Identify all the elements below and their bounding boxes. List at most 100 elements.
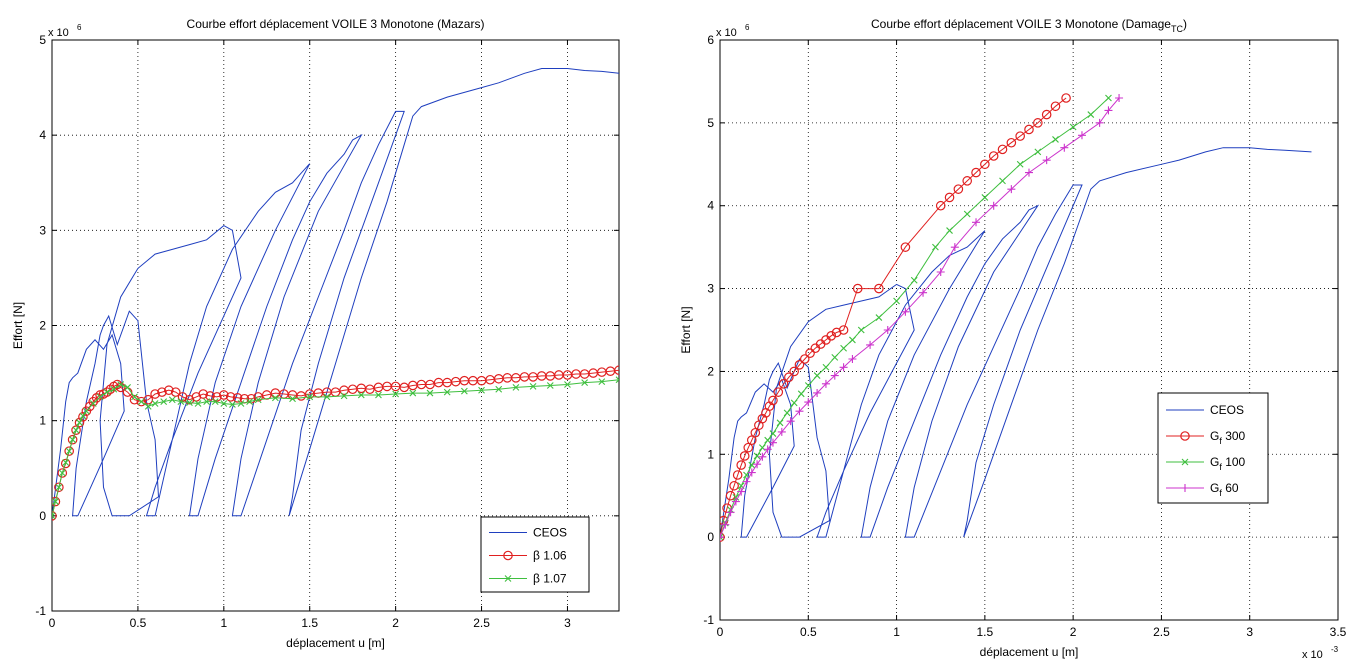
data-point <box>229 401 236 408</box>
data-point <box>150 389 160 399</box>
data-point <box>164 385 174 396</box>
legend-label-subscript: f <box>1219 462 1222 472</box>
data-point <box>237 400 245 407</box>
data-point <box>753 452 761 460</box>
legend-label-1: Gf 300 <box>1210 429 1246 446</box>
data-point <box>1042 156 1051 165</box>
data-point <box>748 461 756 469</box>
y-multiplier: x 10 <box>716 27 737 39</box>
x-tick-label: 2.5 <box>1153 625 1170 639</box>
data-point <box>946 227 953 234</box>
x-tick-label: 2 <box>1070 625 1077 639</box>
data-point <box>804 398 813 407</box>
data-point <box>838 325 849 335</box>
data-point <box>1052 136 1059 143</box>
data-point <box>615 376 619 384</box>
data-point <box>52 498 59 505</box>
data-point <box>194 400 202 407</box>
data-point <box>822 363 830 371</box>
data-point <box>944 192 955 203</box>
legend-label-2: β 1.07 <box>533 572 567 586</box>
data-point <box>849 336 856 344</box>
data-point <box>936 268 945 276</box>
data-point <box>160 398 168 406</box>
data-point <box>799 354 810 364</box>
legend-label-subscript: f <box>1219 436 1222 446</box>
data-point <box>157 387 167 397</box>
data-point <box>732 493 740 501</box>
data-point <box>813 372 821 379</box>
data-point <box>55 483 63 491</box>
data-point <box>988 151 999 161</box>
y-tick-label: 4 <box>707 199 714 213</box>
x-tick-label: 2 <box>392 616 399 630</box>
chart-title-main: Courbe effort déplacement VOILE 3 Monoto… <box>187 17 485 31</box>
data-point <box>857 326 865 334</box>
x-tick-label: 1.5 <box>977 625 994 639</box>
data-point <box>783 409 791 417</box>
data-point <box>89 400 97 407</box>
data-point <box>85 401 95 412</box>
series-line-0 <box>720 147 1312 538</box>
legend-label-0: CEOS <box>533 526 567 540</box>
data-point <box>737 487 746 496</box>
series-group <box>720 93 1312 542</box>
data-point <box>211 398 219 406</box>
y-tick-label: 6 <box>707 33 714 47</box>
data-point <box>375 391 382 399</box>
data-point <box>729 480 739 491</box>
series-line-0 <box>52 68 619 517</box>
legend-label-main: CEOS <box>533 526 567 540</box>
data-point <box>289 395 296 403</box>
data-point <box>790 399 798 407</box>
data-point <box>254 396 262 404</box>
data-point <box>1041 109 1052 120</box>
legend-marker-2 <box>1181 458 1189 466</box>
y-tick-label: -1 <box>703 613 714 627</box>
data-point <box>443 388 451 396</box>
data-point <box>495 385 503 393</box>
data-point <box>81 406 92 416</box>
data-point <box>110 385 118 393</box>
data-point <box>900 242 911 252</box>
x-tick-label: 2.5 <box>473 616 490 630</box>
data-point <box>131 393 138 401</box>
data-point <box>203 398 211 406</box>
data-point <box>794 359 805 370</box>
legend-marker-2 <box>504 575 512 582</box>
data-point <box>52 496 61 507</box>
legend-label-main: CEOS <box>1210 403 1244 417</box>
data-point <box>144 403 152 410</box>
data-point <box>306 393 314 401</box>
legend-label-main: β 1.07 <box>533 572 567 586</box>
data-point <box>246 398 253 406</box>
data-point <box>776 419 784 427</box>
data-point <box>79 412 87 420</box>
y-tick-label: 0 <box>39 509 46 523</box>
data-point <box>777 427 786 436</box>
data-point <box>989 201 998 210</box>
data-point <box>1087 111 1095 118</box>
data-point <box>932 243 939 251</box>
data-point <box>212 392 222 402</box>
data-point <box>972 218 981 227</box>
data-point <box>529 383 537 390</box>
legend-label-rest: 100 <box>1222 455 1246 469</box>
data-point <box>57 468 68 478</box>
data-point <box>963 210 971 218</box>
data-point <box>731 497 740 506</box>
legend-label-1: β 1.06 <box>533 549 567 563</box>
data-point <box>1095 118 1104 127</box>
legend-label-main: G <box>1210 429 1219 443</box>
legend-box <box>480 516 590 593</box>
x-tick-label: 0.5 <box>130 616 147 630</box>
data-point <box>758 452 767 461</box>
legend-label-2: Gf 100 <box>1210 455 1246 472</box>
chart-title: Courbe effort déplacement VOILE 3 Monoto… <box>871 17 1187 34</box>
x-tick-label: 1.5 <box>301 616 318 630</box>
data-point <box>840 344 847 352</box>
y-axis-label: Effort [N] <box>679 306 693 353</box>
x-tick-label: 0 <box>717 625 724 639</box>
data-point <box>52 511 57 521</box>
